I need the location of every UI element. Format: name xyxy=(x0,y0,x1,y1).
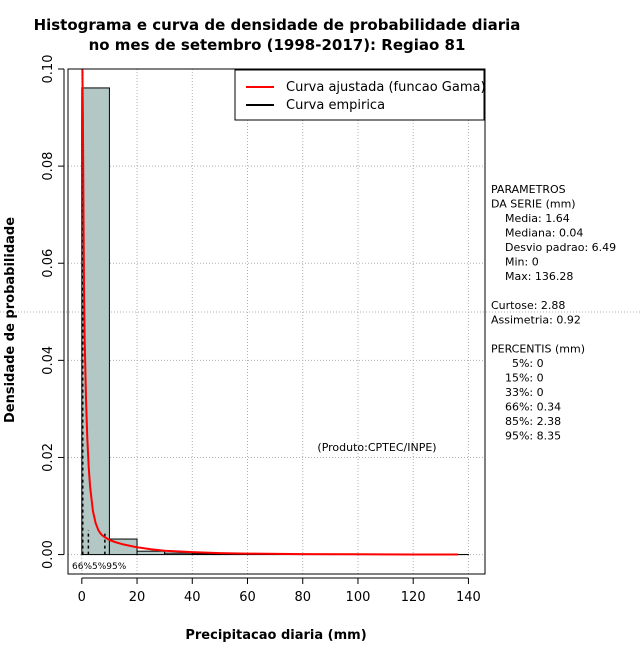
x-tick-label-0: 0 xyxy=(78,590,86,605)
x-tick-label-1: 20 xyxy=(129,590,146,605)
stats-line-2: Media: 1.64 xyxy=(491,212,570,225)
histogram-bar-2 xyxy=(136,550,166,556)
stats-line-8: Curtose: 2.88 xyxy=(491,299,565,312)
stats-line-12: 5%: 0 xyxy=(491,357,544,370)
legend-empirical-label: Curva empirica xyxy=(286,98,385,113)
histogram-bars xyxy=(81,87,469,556)
stats-line-0: PARAMETROS xyxy=(491,183,566,196)
y-tick-label-3: 0.06 xyxy=(41,249,56,278)
stats-line-1: DA SERIE (mm) xyxy=(491,198,576,211)
stats-line-13: 15%: 0 xyxy=(491,372,544,385)
stats-line-9: Assimetria: 0.92 xyxy=(491,314,581,327)
stats-line-17: 95%: 8.35 xyxy=(491,430,561,443)
stats-line-14: 33%: 0 xyxy=(491,386,544,399)
legend-box xyxy=(234,69,485,121)
fit-curve-layer xyxy=(81,68,459,556)
percentile-label: 66%5%95% xyxy=(72,562,127,572)
stats-line-11: PERCENTIS (mm) xyxy=(491,343,585,356)
x-tick-label-5: 100 xyxy=(346,590,371,605)
legend: Curva ajustada (funcao Gama) Curva empir… xyxy=(234,69,486,121)
fit-curve-line xyxy=(81,68,459,556)
x-tick-label-2: 40 xyxy=(184,590,201,605)
stats-line-16: 85%: 2.38 xyxy=(491,415,561,428)
histogram-bar-0 xyxy=(81,87,110,556)
y-tick-label-5: 0.10 xyxy=(41,55,56,84)
y-tick-label-4: 0.08 xyxy=(41,152,56,181)
x-tick-label-6: 120 xyxy=(401,590,426,605)
y-axis: 0.00 0.02 0.04 0.06 0.08 0.10 xyxy=(41,55,65,569)
x-axis-title: Precipitacao diaria (mm) xyxy=(185,628,366,643)
x-tick-label-4: 80 xyxy=(294,590,311,605)
stats-line-6: Max: 136.28 xyxy=(491,270,573,283)
series-statistics: PARAMETROS DA SERIE (mm) Media: 1.64 Medi… xyxy=(491,183,616,443)
y-tick-label-2: 0.04 xyxy=(41,346,56,375)
chart-title-line-1: Histograma e curva de densidade de proba… xyxy=(34,16,521,34)
histogram-bar-3 xyxy=(164,552,193,556)
x-tick-label-7: 140 xyxy=(456,590,481,605)
chart-title-line-2: no mes de setembro (1998-2017): Regiao 8… xyxy=(89,36,466,54)
x-tick-label-3: 60 xyxy=(239,590,256,605)
stats-line-15: 66%: 0.34 xyxy=(491,401,561,414)
x-axis: 0 20 40 60 80 100 120 140 xyxy=(78,577,481,605)
stats-line-4: Desvio padrao: 6.49 xyxy=(491,241,616,254)
y-tick-label-1: 0.02 xyxy=(41,443,56,472)
plot-frame xyxy=(67,68,486,575)
credit-text: (Produto:CPTEC/INPE) xyxy=(317,441,436,454)
y-tick-label-0: 0.00 xyxy=(41,540,56,569)
stats-line-5: Min: 0 xyxy=(491,256,539,269)
legend-fit-label: Curva ajustada (funcao Gama) xyxy=(286,80,486,95)
y-axis-title: Densidade de probabilidade xyxy=(3,217,18,423)
stats-line-3: Mediana: 0.04 xyxy=(491,227,583,240)
